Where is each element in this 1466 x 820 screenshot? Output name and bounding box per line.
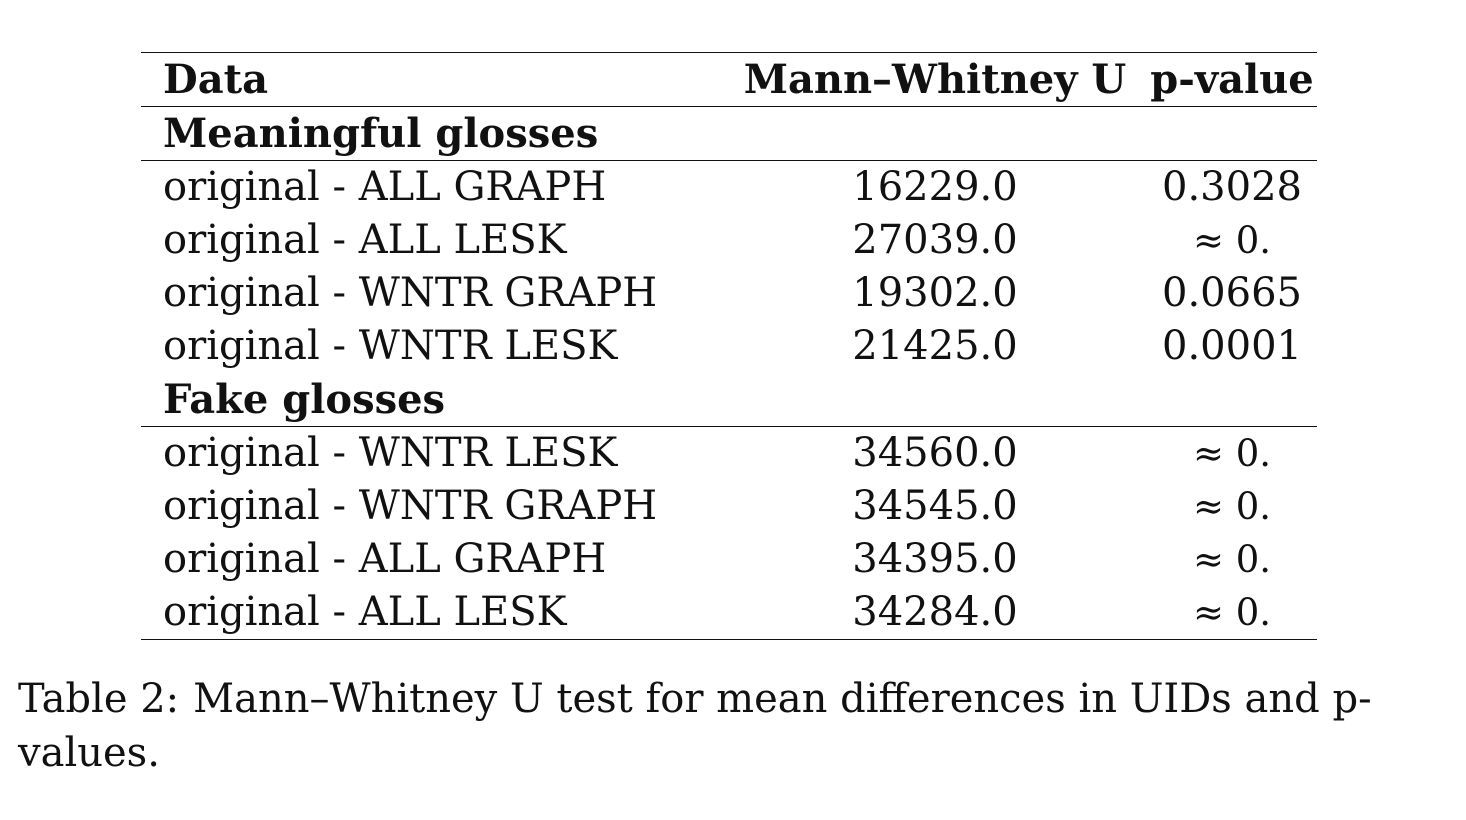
results-table: Data Mann–Whitney U p-value Meaningful g… [141, 52, 1317, 640]
cell-u: 27039.0 [852, 217, 1018, 263]
table-row: original - WNTR GRAPH 19302.0 0.0665 [141, 267, 1317, 320]
table-row: original - ALL GRAPH 34395.0 ≈ 0. [141, 533, 1317, 586]
cell-p: ≈ 0. [1192, 538, 1272, 581]
cell-data: original - ALL LESK [163, 217, 567, 263]
cell-u: 34284.0 [723, 586, 1147, 640]
cell-u: 34560.0 [852, 430, 1018, 476]
cell-data: original - WNTR LESK [163, 323, 618, 369]
cell-p: 0.3028 [1162, 164, 1302, 210]
cell-p: 0.0665 [1162, 270, 1302, 316]
results-table-container: Data Mann–Whitney U p-value Meaningful g… [141, 52, 1317, 640]
cell-p: ≈ 0. [1192, 485, 1272, 528]
table-row: original - ALL GRAPH 16229.0 0.3028 [141, 161, 1317, 215]
header-mann-whitney-u: Mann–Whitney U [723, 52, 1147, 107]
cell-p: 0.0001 [1162, 323, 1302, 369]
group-row-fake: Fake glosses [141, 373, 1317, 427]
cell-u: 34545.0 [852, 483, 1018, 529]
cell-p: ≈ 0. [1192, 219, 1272, 262]
cell-data: original - WNTR LESK [163, 430, 618, 476]
group-row-meaningful: Meaningful glosses [141, 106, 1317, 161]
table-row: original - WNTR LESK 34560.0 ≈ 0. [141, 427, 1317, 481]
table-row: original - ALL LESK 27039.0 ≈ 0. [141, 214, 1317, 267]
caption-label: Table 2: [18, 676, 180, 722]
cell-p: ≈ 0. [1147, 586, 1317, 640]
cell-u: 19302.0 [852, 270, 1018, 316]
caption-text: Mann–Whitney U test for mean differences… [18, 676, 1372, 776]
cell-data: original - WNTR GRAPH [163, 483, 658, 529]
cell-u: 34395.0 [852, 536, 1018, 582]
group-title: Meaningful glosses [141, 106, 1317, 161]
cell-p: ≈ 0. [1192, 432, 1272, 475]
table-header-row: Data Mann–Whitney U p-value [141, 52, 1317, 107]
table-row: original - ALL LESK 34284.0 ≈ 0. [141, 586, 1317, 640]
cell-data: original - ALL GRAPH [163, 164, 607, 210]
table-row: original - WNTR LESK 21425.0 0.0001 [141, 320, 1317, 373]
cell-u: 16229.0 [852, 164, 1018, 210]
group-title: Fake glosses [141, 373, 1317, 427]
cell-data: original - ALL LESK [141, 586, 723, 640]
cell-u: 21425.0 [852, 323, 1018, 369]
header-p-value: p-value [1147, 52, 1317, 107]
cell-data: original - ALL GRAPH [163, 536, 607, 582]
cell-data: original - WNTR GRAPH [163, 270, 658, 316]
header-data: Data [141, 52, 723, 107]
table-caption: Table 2: Mann–Whitney U test for mean dif… [18, 672, 1448, 780]
table-row: original - WNTR GRAPH 34545.0 ≈ 0. [141, 480, 1317, 533]
